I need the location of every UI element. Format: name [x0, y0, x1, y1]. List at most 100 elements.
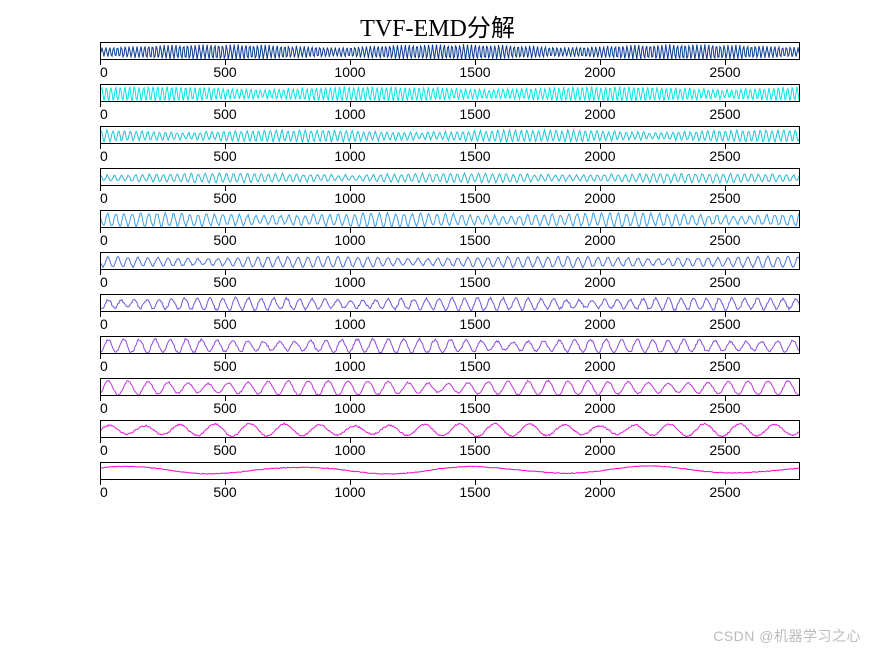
- tick-label: 1000: [334, 442, 365, 458]
- plot-box: [100, 84, 800, 102]
- tick-label: 1000: [334, 358, 365, 374]
- imf-panel: 05001000150020002500: [100, 42, 800, 82]
- tick-label: 2500: [709, 148, 740, 164]
- tick-label: 2000: [584, 484, 615, 500]
- imf-panel: 0 500 1000 1500 2000 2500: [100, 294, 800, 334]
- plot-box: [100, 378, 800, 396]
- imf-panel: 0 500 1000 1500 2000 2500: [100, 378, 800, 418]
- imf-panel: 05001000150020002500: [100, 462, 800, 502]
- panels-container: 0 500 1000 1500 2000 2500 0 500 1000 1500 2000 2500…: [100, 42, 800, 504]
- tick-label: 1500: [459, 64, 490, 80]
- signal-line: [101, 256, 800, 268]
- signal-line: [101, 44, 800, 60]
- tick-label: 2500: [709, 442, 740, 458]
- signal-line: [101, 338, 800, 353]
- x-axis: 0 500 1000 1500 2000 2500: [100, 312, 800, 334]
- chart-title: TVF-EMD分解: [0, 0, 875, 47]
- tick-label: 2000: [584, 316, 615, 332]
- x-axis: 0 500 1000 1500 2000 2500: [100, 396, 800, 418]
- signal-plot: [101, 463, 800, 480]
- signal-plot: [101, 211, 800, 228]
- signal-plot: [101, 337, 800, 354]
- tick-label: 500: [213, 316, 236, 332]
- signal-plot: [101, 169, 800, 186]
- x-axis: 05001000150020002500: [100, 354, 800, 376]
- tick-label: 500: [213, 274, 236, 290]
- signal-plot: [101, 379, 800, 396]
- plot-box: [100, 126, 800, 144]
- x-axis: 05001000150020002500: [100, 60, 800, 82]
- tick-label: 0: [100, 274, 108, 290]
- tick-label: 500: [213, 400, 236, 416]
- tick-label: 2500: [709, 232, 740, 248]
- tick-label: 1500: [459, 400, 490, 416]
- signal-line: [101, 212, 800, 227]
- tick-label: 2000: [584, 400, 615, 416]
- tick-label: 2000: [584, 358, 615, 374]
- signal-plot: [101, 127, 800, 144]
- plot-box: [100, 420, 800, 438]
- tick-label: 2500: [709, 274, 740, 290]
- tick-label: 1500: [459, 316, 490, 332]
- plot-box: [100, 210, 800, 228]
- tick-label: 1500: [459, 358, 490, 374]
- plot-box: [100, 462, 800, 480]
- tick-label: 500: [213, 106, 236, 122]
- tick-label: 0: [100, 232, 108, 248]
- tick-label: 1000: [334, 274, 365, 290]
- tick-label: 0: [100, 358, 108, 374]
- tick-label: 1500: [459, 106, 490, 122]
- signal-line: [101, 130, 800, 143]
- watermark-text: CSDN @机器学习之心: [713, 626, 861, 646]
- tick-label: 1500: [459, 442, 490, 458]
- imf-panel: 05001000150020002500: [100, 336, 800, 376]
- tick-label: 0: [100, 442, 108, 458]
- signal-line: [101, 86, 800, 102]
- signal-line: [101, 423, 800, 437]
- tick-label: 1000: [334, 190, 365, 206]
- plot-box: [100, 336, 800, 354]
- tick-label: 1000: [334, 232, 365, 248]
- x-axis: 05001000150020002500: [100, 186, 800, 208]
- x-axis: 05001000150020002500: [100, 270, 800, 292]
- tick-label: 2000: [584, 274, 615, 290]
- signal-line: [101, 173, 800, 183]
- tick-label: 0: [100, 400, 108, 416]
- signal-line: [101, 380, 800, 395]
- imf-panel: 0 500 1000 1500 2000 2500: [100, 126, 800, 166]
- tick-label: 1500: [459, 148, 490, 164]
- tick-label: 2000: [584, 190, 615, 206]
- tick-label: 1000: [334, 106, 365, 122]
- x-axis: 05001000150020002500: [100, 438, 800, 460]
- plot-box: [100, 42, 800, 60]
- signal-line: [101, 297, 800, 311]
- tick-label: 2000: [584, 64, 615, 80]
- tick-label: 2000: [584, 148, 615, 164]
- signal-plot: [101, 253, 800, 270]
- tick-label: 2500: [709, 358, 740, 374]
- tick-label: 2000: [584, 106, 615, 122]
- tick-label: 2500: [709, 316, 740, 332]
- tick-label: 2500: [709, 106, 740, 122]
- tick-label: 2000: [584, 232, 615, 248]
- tick-label: 0: [100, 484, 108, 500]
- tick-label: 1000: [334, 316, 365, 332]
- tick-label: 0: [100, 316, 108, 332]
- tick-label: 1000: [334, 64, 365, 80]
- x-axis: 0 500 1000 1500 2000 2500: [100, 228, 800, 250]
- signal-plot: [101, 43, 800, 60]
- x-axis: 0 500 1000 1500 2000 2500: [100, 144, 800, 166]
- signal-plot: [101, 85, 800, 102]
- tick-label: 2500: [709, 400, 740, 416]
- tick-label: 2500: [709, 64, 740, 80]
- tick-label: 500: [213, 148, 236, 164]
- tick-label: 1500: [459, 232, 490, 248]
- tick-label: 0: [100, 148, 108, 164]
- tick-label: 500: [213, 484, 236, 500]
- signal-plot: [101, 421, 800, 438]
- tick-label: 500: [213, 190, 236, 206]
- tick-label: 1000: [334, 148, 365, 164]
- tick-label: 1000: [334, 400, 365, 416]
- tick-label: 0: [100, 190, 108, 206]
- tick-label: 500: [213, 232, 236, 248]
